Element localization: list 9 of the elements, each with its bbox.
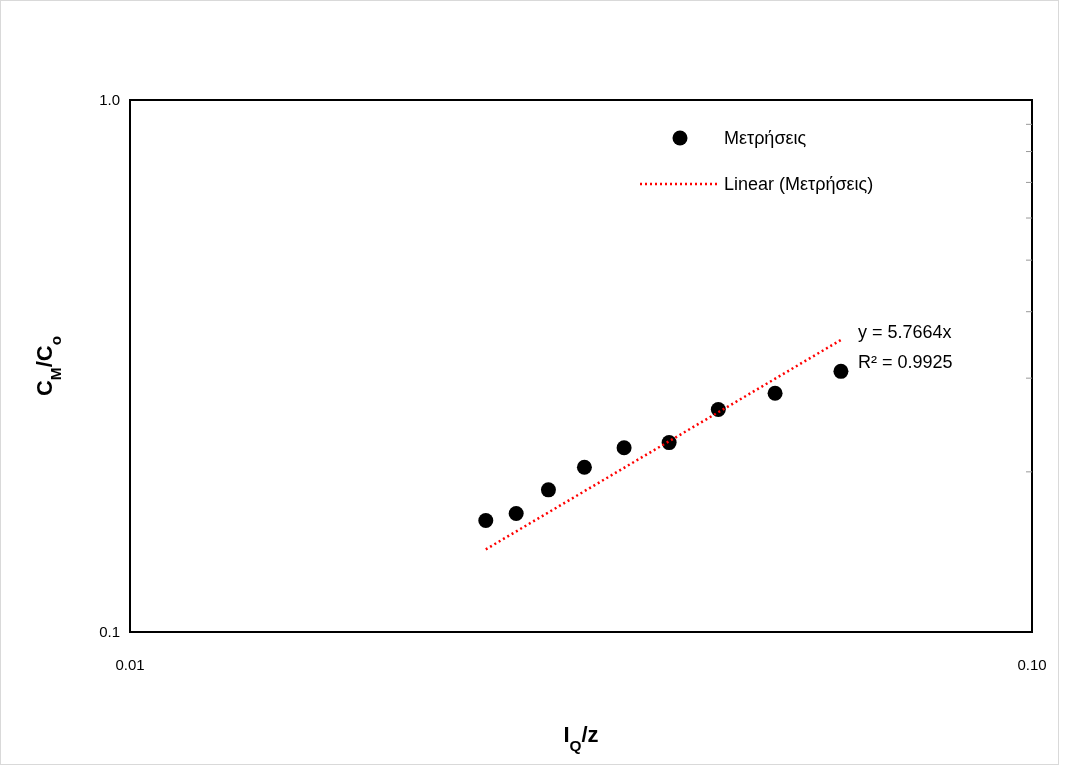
x-tick-label: 0.10: [1017, 656, 1047, 673]
legend-label: Μετρήσεις: [724, 128, 807, 148]
y-tick-label: 0.1: [99, 623, 120, 640]
annotation: y = 5.7664x: [858, 322, 952, 342]
x-tick-label: 0.01: [115, 656, 145, 673]
annotation: R² = 0.9925: [858, 352, 953, 372]
y-tick-label: 1.0: [99, 91, 120, 108]
legend-label: Linear (Μετρήσεις): [724, 174, 874, 194]
x-axis-title: I$_{Q}$/z: [563, 722, 599, 754]
